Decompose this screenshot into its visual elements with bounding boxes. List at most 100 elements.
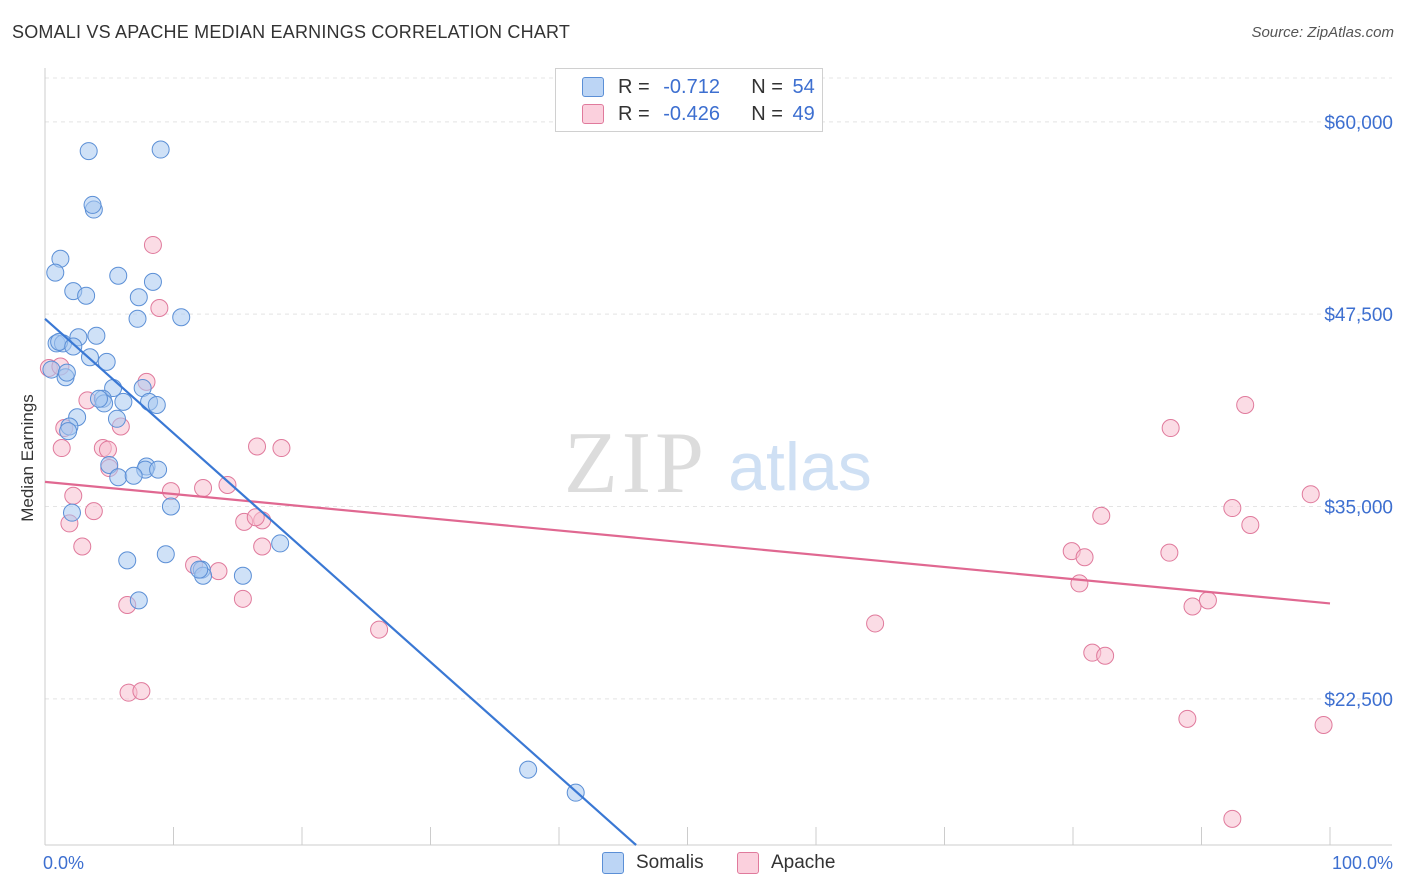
- somali-point: [83, 195, 102, 214]
- somali-point: [79, 142, 98, 161]
- n-label: N =: [751, 102, 783, 125]
- series-legend: Somalis Apache: [0, 852, 1406, 876]
- apache-point: [233, 589, 252, 608]
- apache-swatch: [737, 852, 759, 874]
- somali-point: [128, 309, 147, 328]
- somalis-swatch: [602, 852, 624, 874]
- chart-title: SOMALI VS APACHE MEDIAN EARNINGS CORRELA…: [12, 22, 571, 42]
- somali-point: [97, 352, 116, 371]
- apache-point: [1096, 646, 1115, 665]
- somali-point: [107, 409, 126, 428]
- apache-point: [132, 682, 151, 701]
- apache-point: [73, 537, 92, 556]
- somali-point: [172, 308, 191, 327]
- somali-point: [129, 591, 148, 610]
- apache-point: [246, 508, 265, 527]
- apache-point: [370, 620, 389, 639]
- y-tick-label: $60,000: [1324, 113, 1393, 134]
- x-tick-label: 0.0%: [43, 853, 84, 873]
- apache-point: [98, 440, 117, 459]
- watermark-atlas: atlas: [728, 429, 872, 505]
- r-label: R =: [618, 75, 650, 98]
- somali-point: [149, 460, 168, 479]
- apache-point: [218, 475, 237, 494]
- axes: [44, 68, 1392, 846]
- somali-point: [156, 545, 175, 564]
- somali-point: [109, 468, 128, 487]
- apache-point: [1314, 715, 1333, 734]
- apache-point: [248, 437, 267, 456]
- apache-point: [1198, 591, 1217, 610]
- apache-point: [1178, 709, 1197, 728]
- legend-label: Somalis: [636, 852, 704, 873]
- r-value: -0.426: [663, 102, 720, 125]
- legend-label: Apache: [771, 852, 836, 873]
- somali-point: [151, 140, 170, 159]
- apache-point: [52, 439, 71, 458]
- y-tick-label: $47,500: [1324, 305, 1393, 326]
- somali-point: [46, 263, 65, 282]
- y-axis-label: Median Earnings: [18, 394, 37, 522]
- somali-point: [190, 560, 209, 579]
- apache-point: [143, 235, 162, 254]
- legend-item-somalis[interactable]: Somalis: [602, 852, 704, 874]
- somali-point: [62, 503, 81, 522]
- apache-point: [64, 486, 83, 505]
- apache-point: [272, 439, 291, 458]
- n-value: 54: [792, 75, 815, 98]
- apache-point: [1241, 515, 1260, 534]
- apache-trend-line: [44, 480, 1331, 605]
- somali-points: [42, 140, 585, 802]
- y-tick-label: $35,000: [1324, 498, 1393, 519]
- source-label: Source: ZipAtlas.com: [1251, 24, 1394, 41]
- somali-point: [519, 760, 538, 779]
- somali-point: [143, 272, 162, 291]
- somali-point: [64, 337, 83, 356]
- legend-row-somalis: R = -0.712 N = 54: [582, 75, 815, 99]
- somali-point: [161, 497, 180, 516]
- legend-row-apache: R = -0.426 N = 49: [582, 102, 815, 126]
- legend-item-apache[interactable]: Apache: [737, 852, 835, 874]
- apache-point: [1161, 419, 1180, 438]
- somali-point: [233, 566, 252, 585]
- n-value: 49: [792, 102, 815, 125]
- somali-point: [77, 286, 96, 305]
- apache-point: [209, 562, 228, 581]
- somali-point: [124, 466, 143, 485]
- apache-point: [1223, 809, 1242, 828]
- correlation-legend: R = -0.712 N = 54 R = -0.426 N = 49: [555, 68, 823, 132]
- somali-point: [118, 551, 137, 570]
- somali-point: [271, 534, 290, 553]
- r-value: -0.712: [663, 75, 720, 98]
- apache-points: [39, 235, 1333, 828]
- somali-point: [89, 389, 108, 408]
- apache-point: [1301, 485, 1320, 504]
- somalis-swatch: [582, 77, 604, 97]
- somali-point: [147, 395, 166, 414]
- somali-point: [114, 392, 133, 411]
- apache-point: [1092, 506, 1111, 525]
- somali-point: [57, 363, 76, 382]
- somali-point: [129, 288, 148, 307]
- apache-point: [161, 482, 180, 501]
- apache-point: [1070, 574, 1089, 593]
- x-tick-labels: 0.0% 100.0%: [43, 853, 1393, 873]
- somali-point: [87, 326, 106, 345]
- apache-point: [253, 537, 272, 556]
- apache-point: [1236, 395, 1255, 414]
- n-label: N =: [751, 75, 783, 98]
- apache-point: [84, 502, 103, 521]
- r-label: R =: [618, 102, 650, 125]
- somali-point: [59, 422, 78, 441]
- apache-point: [150, 299, 169, 318]
- apache-swatch: [582, 104, 604, 124]
- somali-point: [109, 266, 128, 285]
- x-tick-label: 100.0%: [1332, 853, 1393, 873]
- apache-point: [1223, 499, 1242, 518]
- watermark-zip: ZIP: [564, 415, 708, 512]
- y-tick-label: $22,500: [1324, 690, 1393, 711]
- somali-trend-line: [44, 317, 637, 846]
- apache-point: [866, 614, 885, 633]
- apache-point: [1160, 543, 1179, 562]
